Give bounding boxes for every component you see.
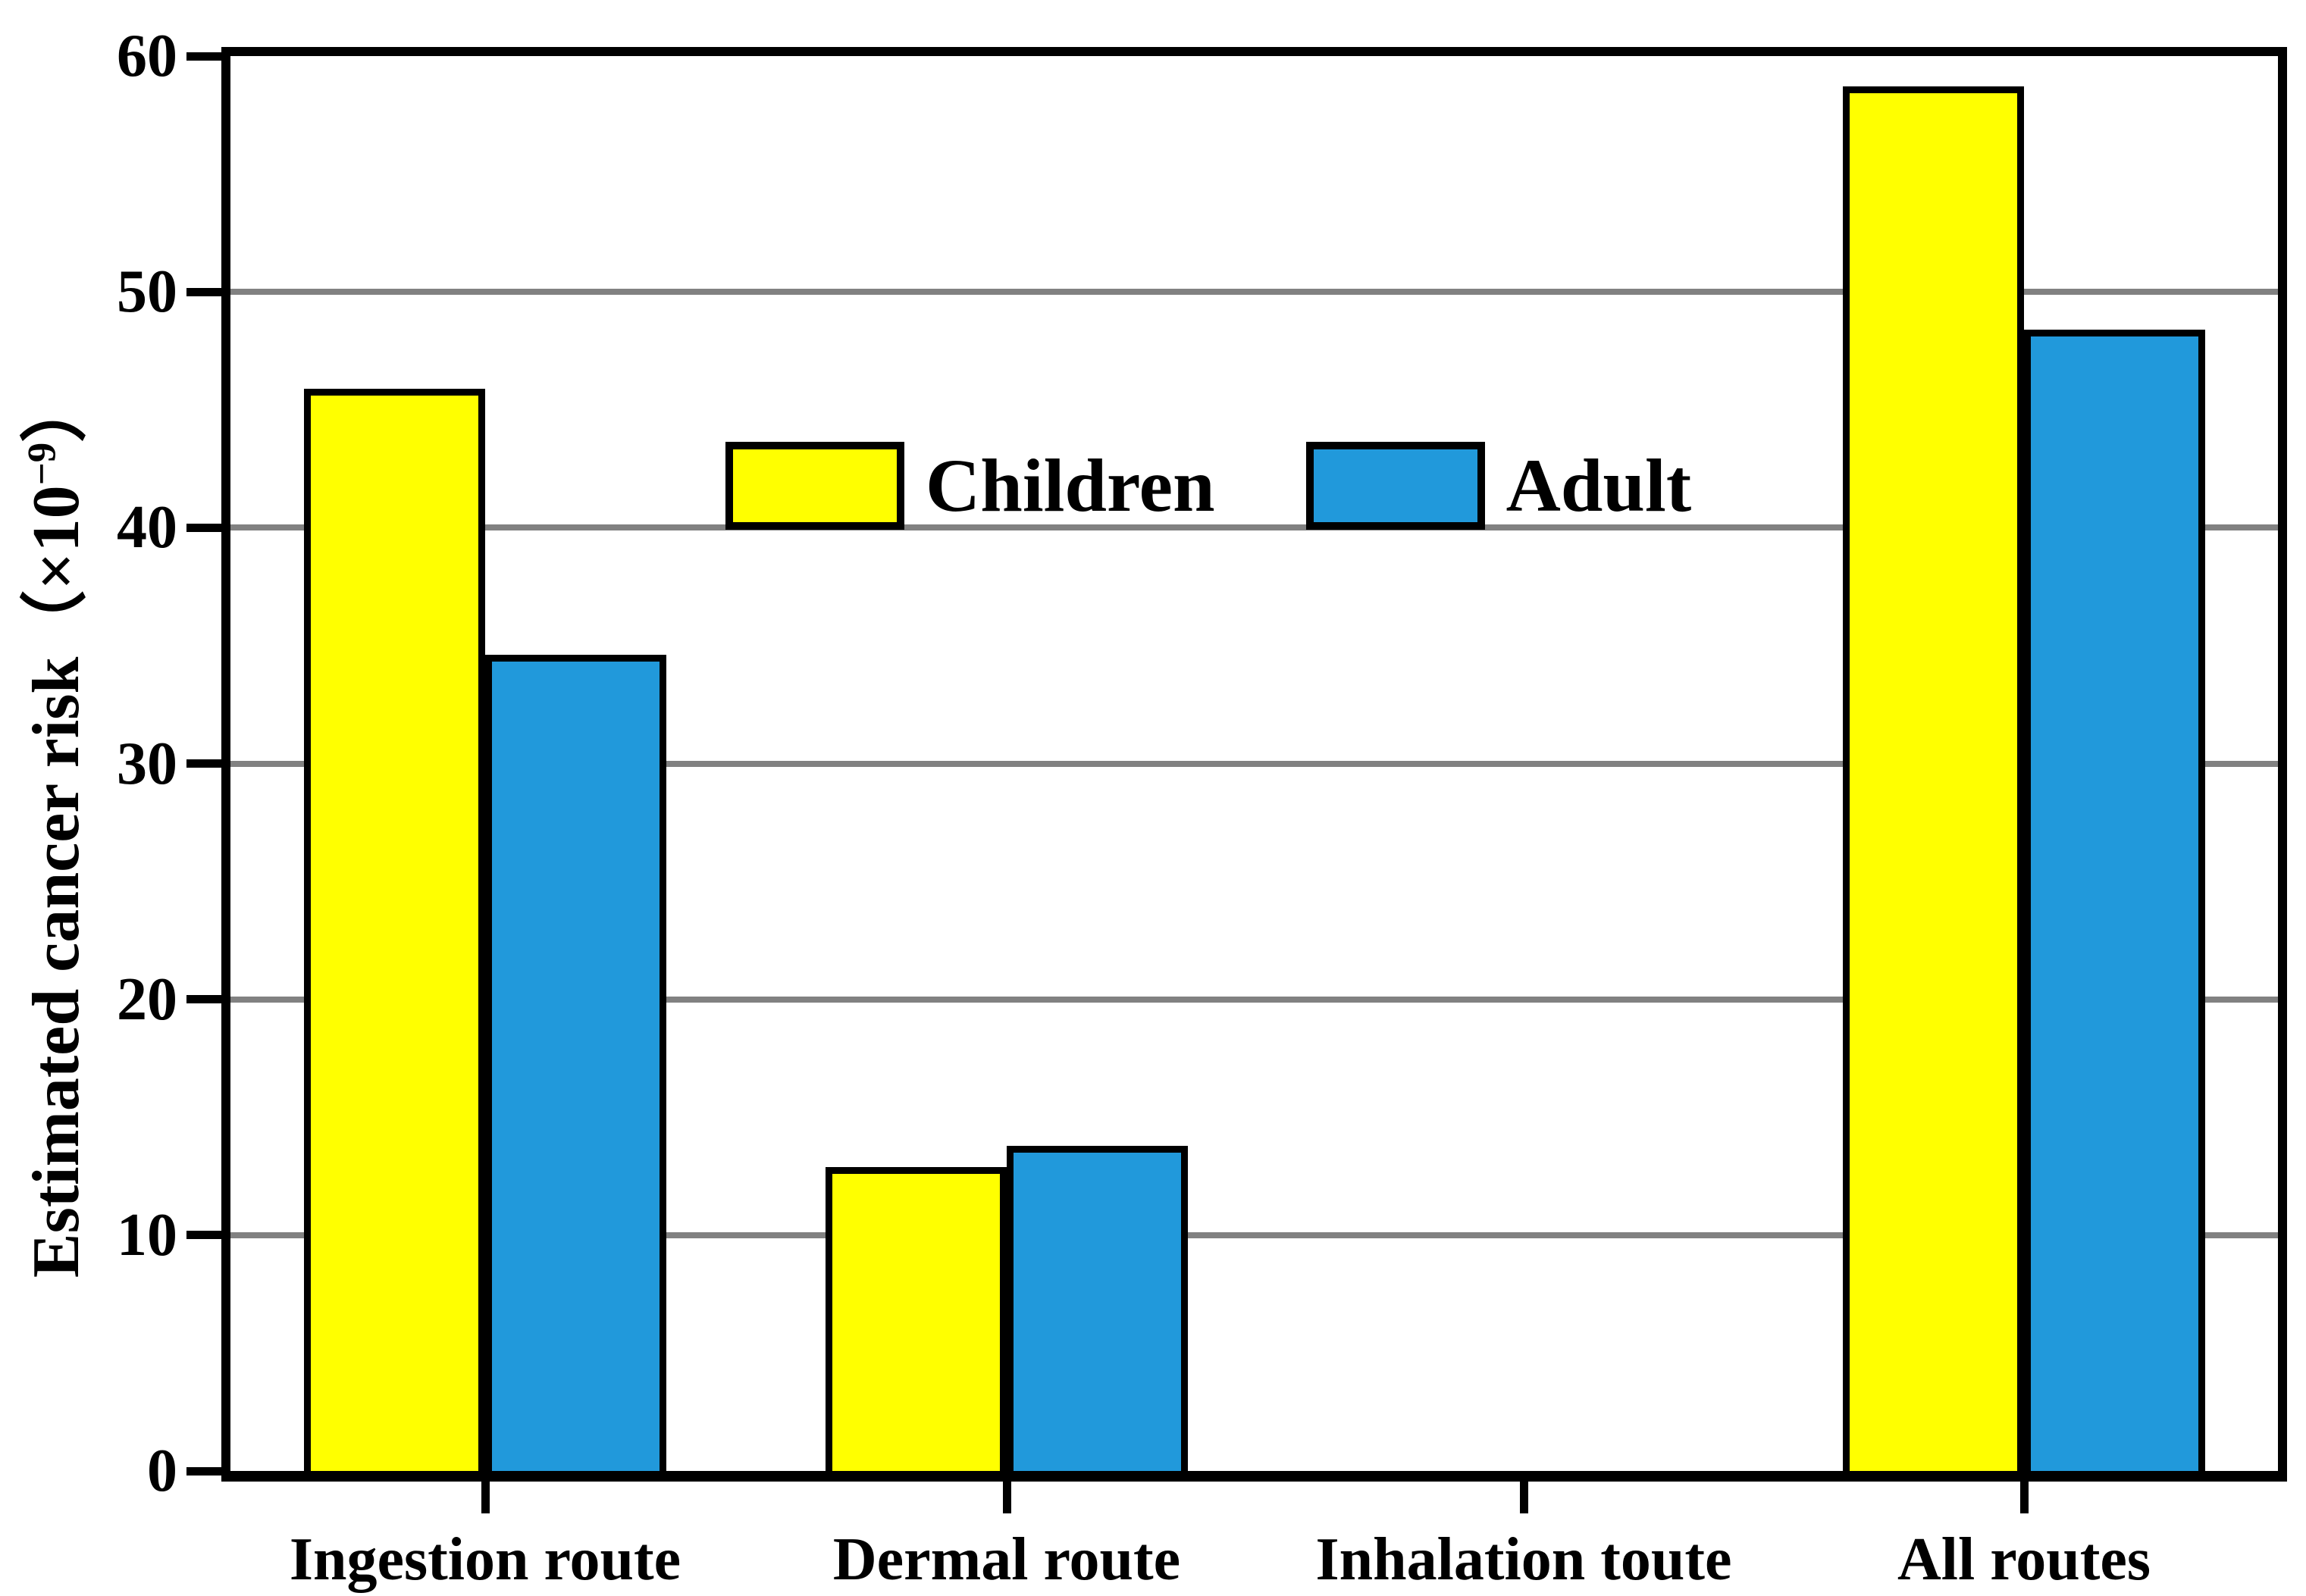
bar-adult-dermal-route bbox=[1007, 1146, 1188, 1471]
y-tick-label-20: 20 bbox=[117, 966, 177, 1033]
y-axis-title-superscript: −9 bbox=[20, 442, 64, 486]
legend: Children Adult bbox=[725, 442, 1691, 530]
y-tick-label-30: 30 bbox=[117, 731, 177, 797]
x-tick-ingestion-route bbox=[481, 1482, 490, 1513]
legend-label-adult: Adult bbox=[1505, 443, 1692, 527]
bar-children-dermal-route bbox=[826, 1167, 1007, 1471]
x-category-label-ingestion-route: Ingestion route bbox=[289, 1526, 681, 1593]
x-category-label-all-routes: All routes bbox=[1897, 1526, 2151, 1593]
gridline-y-10 bbox=[230, 1231, 2278, 1238]
bar-children-all-routes bbox=[1843, 86, 2024, 1471]
x-category-label-inhalation-toute: Inhalation toute bbox=[1315, 1526, 1732, 1593]
gridline-y-30 bbox=[230, 760, 2278, 767]
y-tick-60 bbox=[186, 52, 221, 61]
plot-inner bbox=[230, 56, 2278, 1471]
x-tick-inhalation-toute bbox=[1520, 1482, 1528, 1513]
y-axis-title-close-paren: ） bbox=[20, 375, 93, 443]
x-tick-dermal-route bbox=[1003, 1482, 1011, 1513]
x-category-label-dermal-route: Dermal route bbox=[832, 1526, 1181, 1593]
bar-adult-ingestion-route bbox=[485, 655, 666, 1471]
y-tick-20 bbox=[186, 995, 221, 1003]
y-tick-10 bbox=[186, 1231, 221, 1239]
bar-adult-all-routes bbox=[2024, 330, 2205, 1471]
y-tick-label-0: 0 bbox=[147, 1438, 177, 1504]
y-axis-title-text: Estimated cancer risk（×10 bbox=[20, 485, 93, 1278]
y-tick-40 bbox=[186, 524, 221, 532]
y-tick-50 bbox=[186, 288, 221, 296]
gridline-y-50 bbox=[230, 289, 2278, 296]
legend-label-children: Children bbox=[926, 443, 1215, 527]
bar-children-ingestion-route bbox=[304, 389, 485, 1471]
y-tick-30 bbox=[186, 759, 221, 768]
y-tick-label-50: 50 bbox=[117, 258, 177, 325]
y-tick-label-40: 40 bbox=[117, 494, 177, 561]
gridline-y-20 bbox=[230, 996, 2278, 1003]
legend-swatch-children bbox=[725, 442, 904, 530]
legend-swatch-adult bbox=[1305, 442, 1485, 530]
x-tick-all-routes bbox=[2020, 1482, 2029, 1513]
y-tick-label-60: 60 bbox=[117, 23, 177, 89]
y-tick-label-10: 10 bbox=[117, 1202, 177, 1269]
plot-area bbox=[221, 47, 2287, 1482]
y-tick-0 bbox=[186, 1467, 221, 1476]
gridline-y-40 bbox=[230, 524, 2278, 531]
